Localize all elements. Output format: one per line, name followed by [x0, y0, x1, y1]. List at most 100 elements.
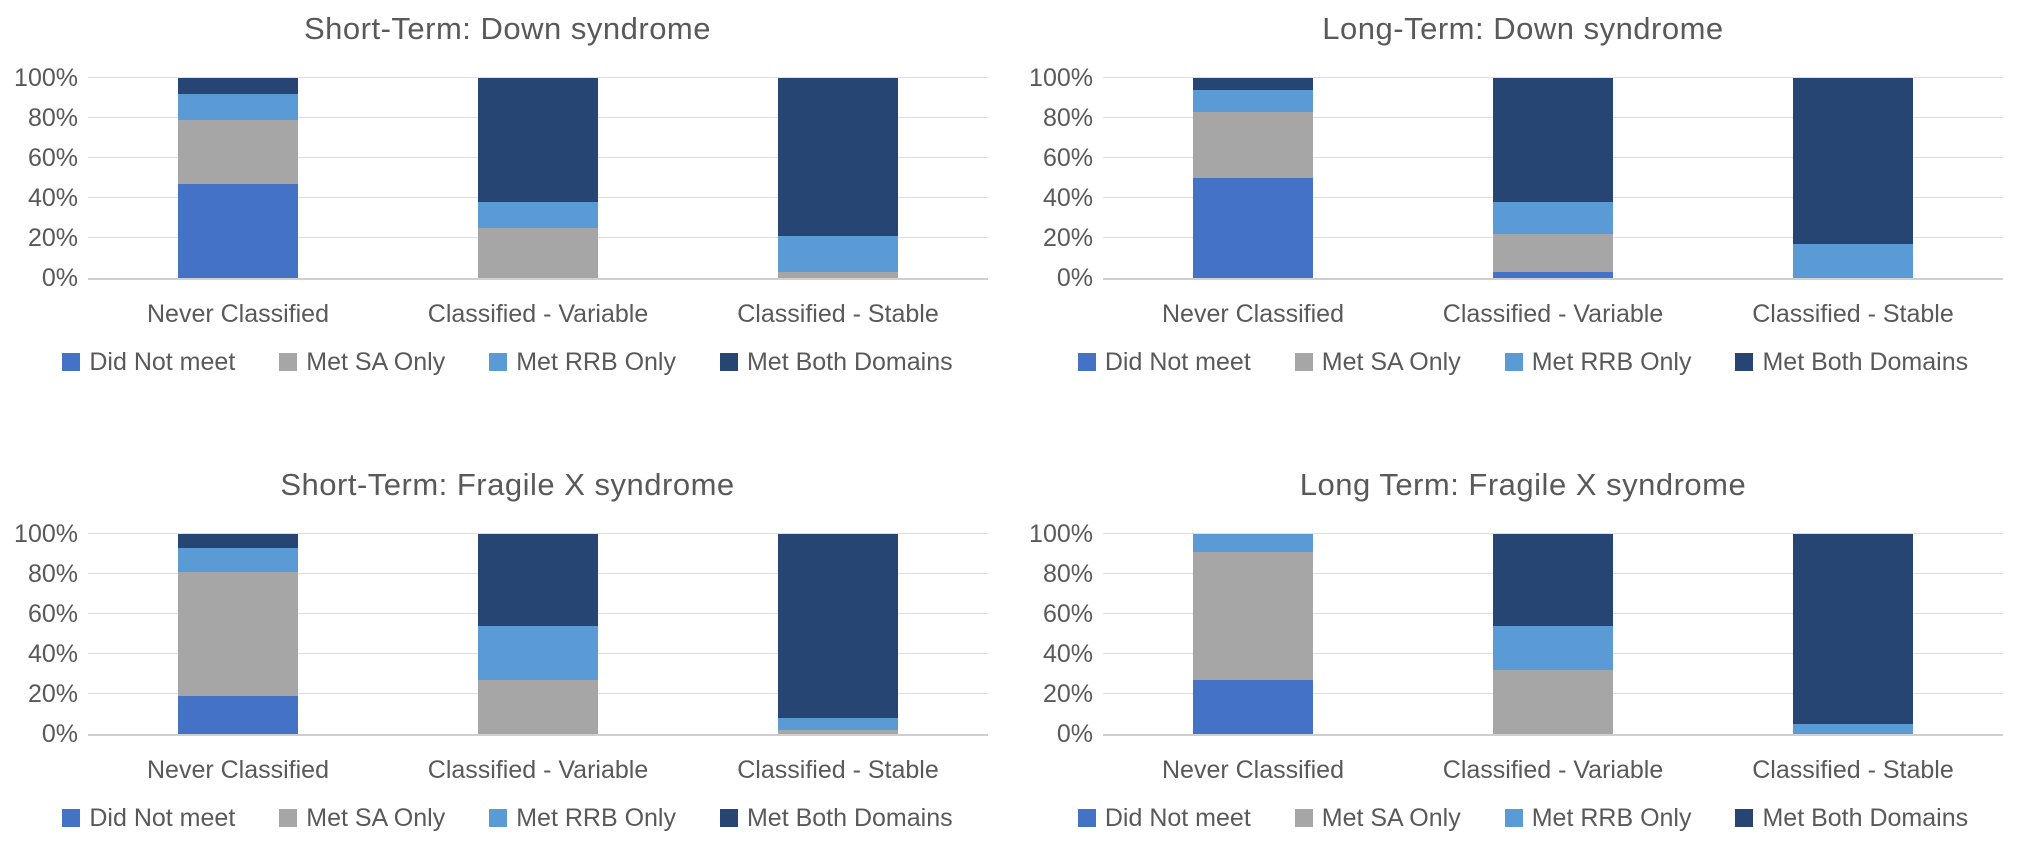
legend-label: Met Both Domains: [1762, 347, 1969, 376]
bar-segment-did-not-meet: [1193, 680, 1313, 734]
y-axis: 0% 20% 40% 60% 80% 100%: [0, 521, 88, 747]
legend-swatch-icon: [489, 809, 508, 827]
y-axis-tick-label: 80%: [27, 104, 78, 132]
chart-long-term-fragile-x-syndrome: Long Term: Fragile X syndrome 0% 20% 40% 60%…: [1015, 456, 2031, 856]
category-slot: [1403, 78, 1703, 278]
legend-item: Met SA Only: [1294, 347, 1461, 377]
y-axis-tick-label: 80%: [1042, 560, 1093, 588]
stacked-bar: [1793, 78, 1913, 278]
y-axis-tick-label: 40%: [27, 640, 78, 668]
gridline: [1103, 77, 2003, 78]
legend-swatch-icon: [279, 353, 298, 371]
category-slot: [88, 78, 388, 278]
legend-swatch-icon: [1504, 353, 1523, 371]
bar-segment-did-not-meet: [1493, 272, 1613, 278]
legend-label: Did Not meet: [89, 803, 236, 832]
legend: Did Not meet Met SA Only Met RRB Only Met B…: [0, 347, 1015, 377]
legend-swatch-icon: [1735, 809, 1754, 827]
chart-long-term-down-syndrome: Long-Term: Down syndrome 0% 20% 40% 60% 80% 10…: [1015, 0, 2031, 400]
stacked-bar: [478, 534, 598, 734]
bar-segment-met-sa-only: [778, 272, 898, 278]
bar-segment-met-rrb-only: [778, 236, 898, 272]
bar-segment-met-both-domains: [1793, 534, 1913, 724]
legend-item: Met SA Only: [279, 804, 445, 833]
plot-row: 0% 20% 40% 60% 80% 100%: [1015, 521, 2031, 747]
category-slot: [1703, 78, 2003, 278]
bars-container: [88, 534, 988, 734]
stacked-bar: [1793, 534, 1913, 734]
stacked-bar: [778, 78, 898, 278]
category-slot: [688, 534, 988, 734]
bar-segment-met-rrb-only: [178, 94, 298, 120]
x-axis-labels: Never Classified Classified - Variable Cla…: [1103, 300, 2003, 329]
y-axis-tick-label: 60%: [27, 600, 78, 628]
stacked-bar: [1193, 534, 1313, 734]
y-axis-tick-label: 20%: [1042, 224, 1093, 252]
legend-item: Did Not meet: [62, 804, 235, 833]
bar-segment-met-rrb-only: [1193, 90, 1313, 112]
x-axis-category-label: Never Classified: [146, 300, 329, 328]
legend: Did Not meet Met SA Only Met RRB Only Met B…: [0, 803, 1015, 833]
bar-segment-met-sa-only: [1193, 112, 1313, 178]
legend-swatch-icon: [1077, 353, 1096, 371]
category-slot: [1403, 534, 1703, 734]
gridline: [88, 77, 988, 78]
y-axis-tick-label: 0%: [41, 264, 78, 292]
legend-item: Met SA Only: [279, 348, 445, 377]
x-axis-category-label: Classified - Stable: [1752, 300, 1954, 328]
bars-container: [1103, 78, 2003, 278]
bar-segment-met-rrb-only: [1193, 534, 1313, 552]
y-axis-tick-label: 100%: [14, 520, 78, 548]
legend-label: Did Not meet: [1104, 803, 1251, 832]
bar-segment-met-both-domains: [1193, 78, 1313, 90]
legend-item: Met Both Domains: [1735, 348, 1968, 377]
bar-segment-met-rrb-only: [1493, 202, 1613, 234]
stacked-bar: [778, 534, 898, 734]
legend-item: Met RRB Only: [489, 348, 676, 377]
bar-segment-met-both-domains: [778, 534, 898, 718]
y-axis-tick-label: 100%: [1029, 520, 1093, 548]
x-axis-labels: Never Classified Classified - Variable Cla…: [1103, 756, 2003, 785]
legend-label: Met SA Only: [1321, 347, 1461, 376]
x-axis-category-label: Classified - Stable: [737, 756, 939, 784]
bar-segment-met-rrb-only: [478, 626, 598, 680]
y-axis: 0% 20% 40% 60% 80% 100%: [1015, 65, 1103, 291]
legend: Did Not meet Met SA Only Met RRB Only Met B…: [1015, 803, 2031, 833]
bar-segment-met-sa-only: [178, 120, 298, 184]
plot-row: 0% 20% 40% 60% 80% 100%: [0, 521, 1015, 747]
bar-segment-met-both-domains: [178, 534, 298, 548]
plot-area: [88, 77, 988, 280]
x-axis-labels: Never Classified Classified - Variable Cla…: [88, 756, 988, 785]
x-axis-category-label: Classified - Stable: [737, 300, 939, 328]
x-axis-category-label: Never Classified: [1161, 300, 1344, 328]
bar-segment-met-rrb-only: [1793, 244, 1913, 278]
legend-item: Did Not meet: [1077, 803, 1251, 833]
legend-label: Met RRB Only: [1531, 347, 1692, 376]
x-axis-category-label: Never Classified: [146, 756, 329, 784]
stacked-bar: [1493, 534, 1613, 734]
bar-segment-met-both-domains: [1493, 534, 1613, 626]
bars-container: [1103, 534, 2003, 734]
legend-swatch-icon: [719, 353, 738, 371]
legend-item: Did Not meet: [62, 348, 235, 377]
legend-swatch-icon: [62, 809, 81, 827]
y-axis-tick-label: 20%: [27, 680, 78, 708]
y-axis-tick-label: 40%: [1042, 184, 1093, 212]
x-axis-category-label: Classified - Variable: [427, 756, 649, 784]
y-axis: 0% 20% 40% 60% 80% 100%: [0, 65, 88, 291]
y-axis: 0% 20% 40% 60% 80% 100%: [1015, 521, 1103, 747]
bar-segment-met-both-domains: [178, 78, 298, 94]
bar-segment-met-rrb-only: [1493, 626, 1613, 670]
legend-item: Met Both Domains: [1735, 804, 1968, 833]
x-axis-labels: Never Classified Classified - Variable Cla…: [88, 300, 988, 329]
legend-swatch-icon: [1294, 809, 1313, 827]
legend-swatch-icon: [1504, 809, 1523, 827]
legend-label: Met SA Only: [306, 803, 446, 832]
legend-swatch-icon: [1294, 353, 1313, 371]
bar-segment-met-rrb-only: [478, 202, 598, 228]
y-axis-tick-label: 0%: [41, 720, 78, 748]
bar-segment-met-sa-only: [1193, 552, 1313, 680]
y-axis-tick-label: 0%: [1056, 720, 1093, 748]
y-axis-tick-label: 80%: [1042, 104, 1093, 132]
